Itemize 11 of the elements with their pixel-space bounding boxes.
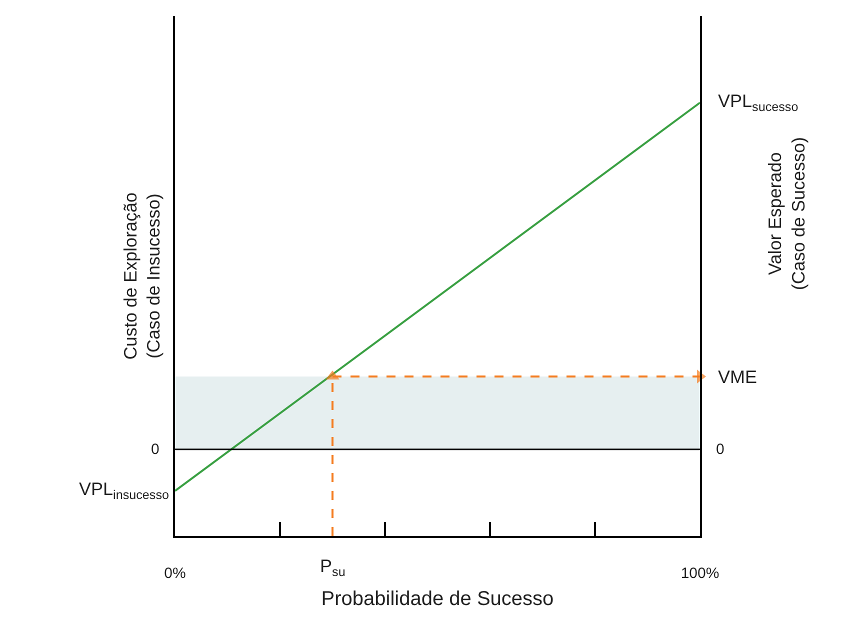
x-axis-title: Probabilidade de Sucesso: [321, 588, 554, 610]
annotation: VPL$_{sucesso}$: [718, 91, 798, 114]
x-tick-label: 0%: [164, 565, 186, 582]
y2-axis-title: Valor Esperado (Caso de Sucesso): [764, 137, 808, 290]
ref-line-label: 0: [151, 441, 160, 458]
annotation: VPL$_{insucesso}$: [79, 479, 170, 502]
annotation: VME: [718, 367, 758, 387]
x-tick-label: 100%: [680, 565, 720, 582]
y-axis-title: Custo de Exploração (Caso de Insucesso): [120, 192, 164, 360]
text: 0: [716, 441, 724, 458]
annotation: P$_{su}$: [320, 556, 346, 579]
